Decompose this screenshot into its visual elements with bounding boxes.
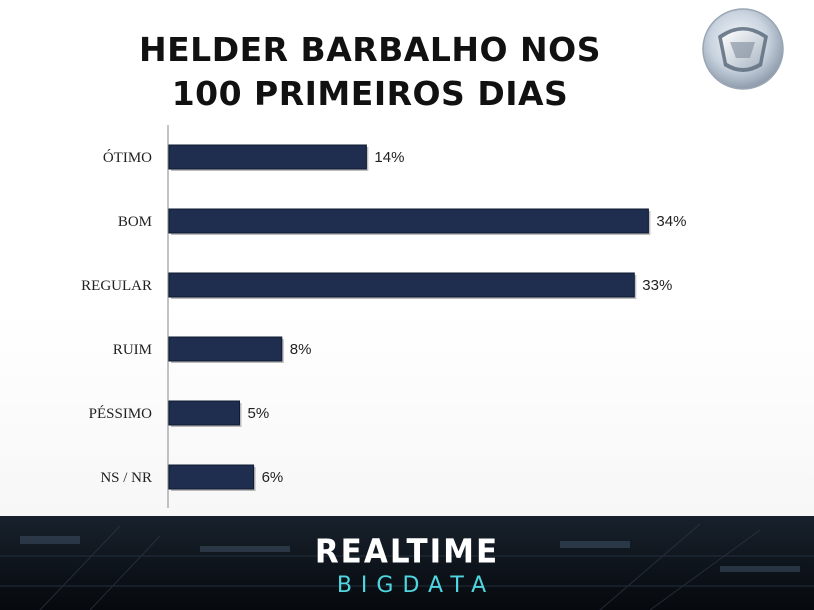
category-label: BOM [118,214,152,230]
category-label: NS / NR [100,470,152,486]
brand-realtime: REALTIME [314,533,500,571]
slide-background [0,0,814,516]
category-label: ÓTIMO [103,149,152,166]
value-label: 8% [290,341,312,358]
value-label: 5% [248,405,270,422]
category-label: RUIM [113,342,152,358]
bar-chart: ÓTIMO 14% BOM 34% REGULAR 33% RUIM 8% PÉSSIMO 5% N… [81,125,686,508]
value-label: 34% [656,213,686,230]
bar-4 [168,400,240,426]
footer-banner: REALTIME BIGDATA [0,516,814,610]
footer-texture [0,516,814,610]
category-label: REGULAR [81,278,152,294]
bar-5 [168,464,255,490]
chart-title-line-1: HELDER BARBALHO NOS [139,30,601,69]
value-label: 6% [262,469,284,486]
bar-0 [168,144,367,170]
bar-2 [168,272,635,298]
record-tv-logo [702,8,784,90]
bar-3 [168,336,283,362]
category-label: PÉSSIMO [89,405,153,422]
value-label: 14% [374,149,404,166]
chart-title-line-2: 100 PRIMEIROS DIAS [171,74,569,113]
chart-marks: ÓTIMO 14% BOM 34% REGULAR 33% RUIM 8% PÉSSIMO 5% N… [81,144,686,491]
value-label: 33% [642,277,672,294]
brand-bigdata: BIGDATA [336,573,496,598]
bar-1 [168,208,649,234]
chart-title: HELDER BARBALHO NOS 100 PRIMEIROS DIAS [70,28,670,116]
